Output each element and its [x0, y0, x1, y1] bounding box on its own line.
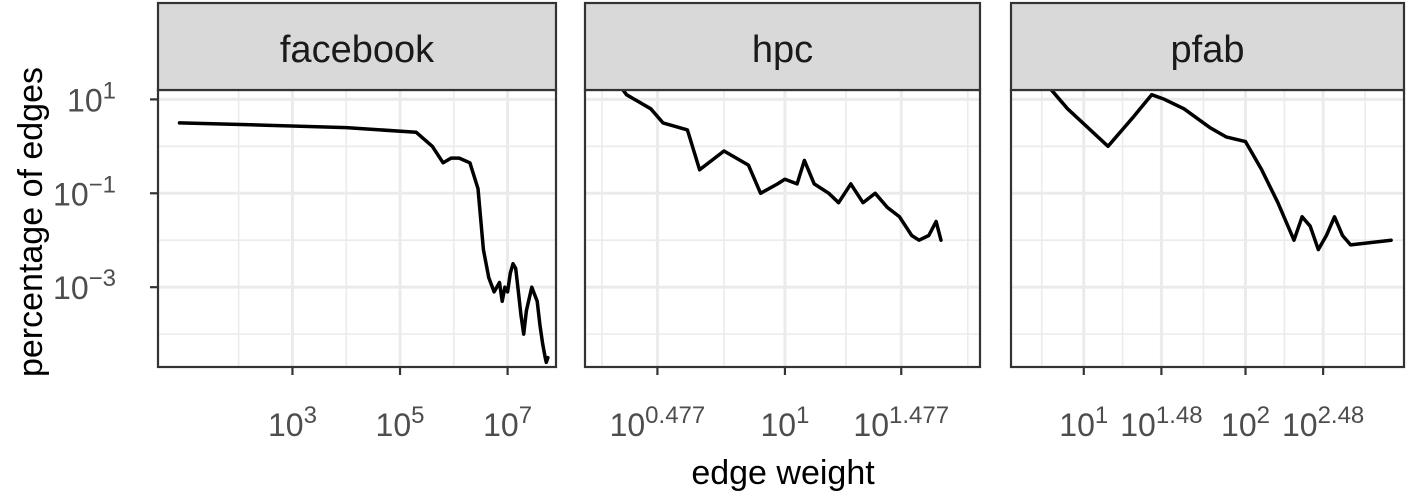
y-tick-label: 101 [67, 77, 116, 118]
panel-background [585, 90, 980, 367]
panel-background [1011, 90, 1404, 367]
y-axis-title: percentage of edges [12, 67, 50, 377]
panel-pfab: pfab [1009, 1, 1406, 369]
series-line-pfab [1025, 60, 1393, 252]
x-tick-label: 101 [760, 402, 809, 443]
x-axis-title: edge weight [691, 454, 875, 492]
x-tick-label: 101.477 [853, 402, 949, 443]
facet-strip [1009, 1, 1406, 92]
x-tick-label: 101 [1059, 402, 1108, 443]
y-tick-label: 10−1 [53, 171, 116, 212]
x-tick-label: 102 [1221, 402, 1270, 443]
panel-hpc: hpc [583, 1, 982, 369]
x-tick-label: 100.477 [610, 402, 706, 443]
series-line-facebook [177, 121, 550, 365]
x-tick-label: 107 [483, 402, 532, 443]
panel-background [158, 90, 556, 367]
panel-facebook: facebook [156, 1, 558, 369]
facet-label: hpc [752, 29, 813, 71]
facet-label: facebook [280, 29, 435, 71]
x-tick-label: 103 [268, 402, 317, 443]
y-tick-label: 10−3 [53, 265, 116, 306]
x-tick-label: 102.48 [1282, 402, 1364, 443]
x-tick-label: 101.48 [1120, 402, 1202, 443]
x-tick-label: 105 [376, 402, 425, 443]
series-line-hpc [600, 60, 943, 242]
facet-strip [156, 1, 558, 92]
facet-label: pfab [1171, 29, 1245, 71]
facet-strip [583, 1, 982, 92]
